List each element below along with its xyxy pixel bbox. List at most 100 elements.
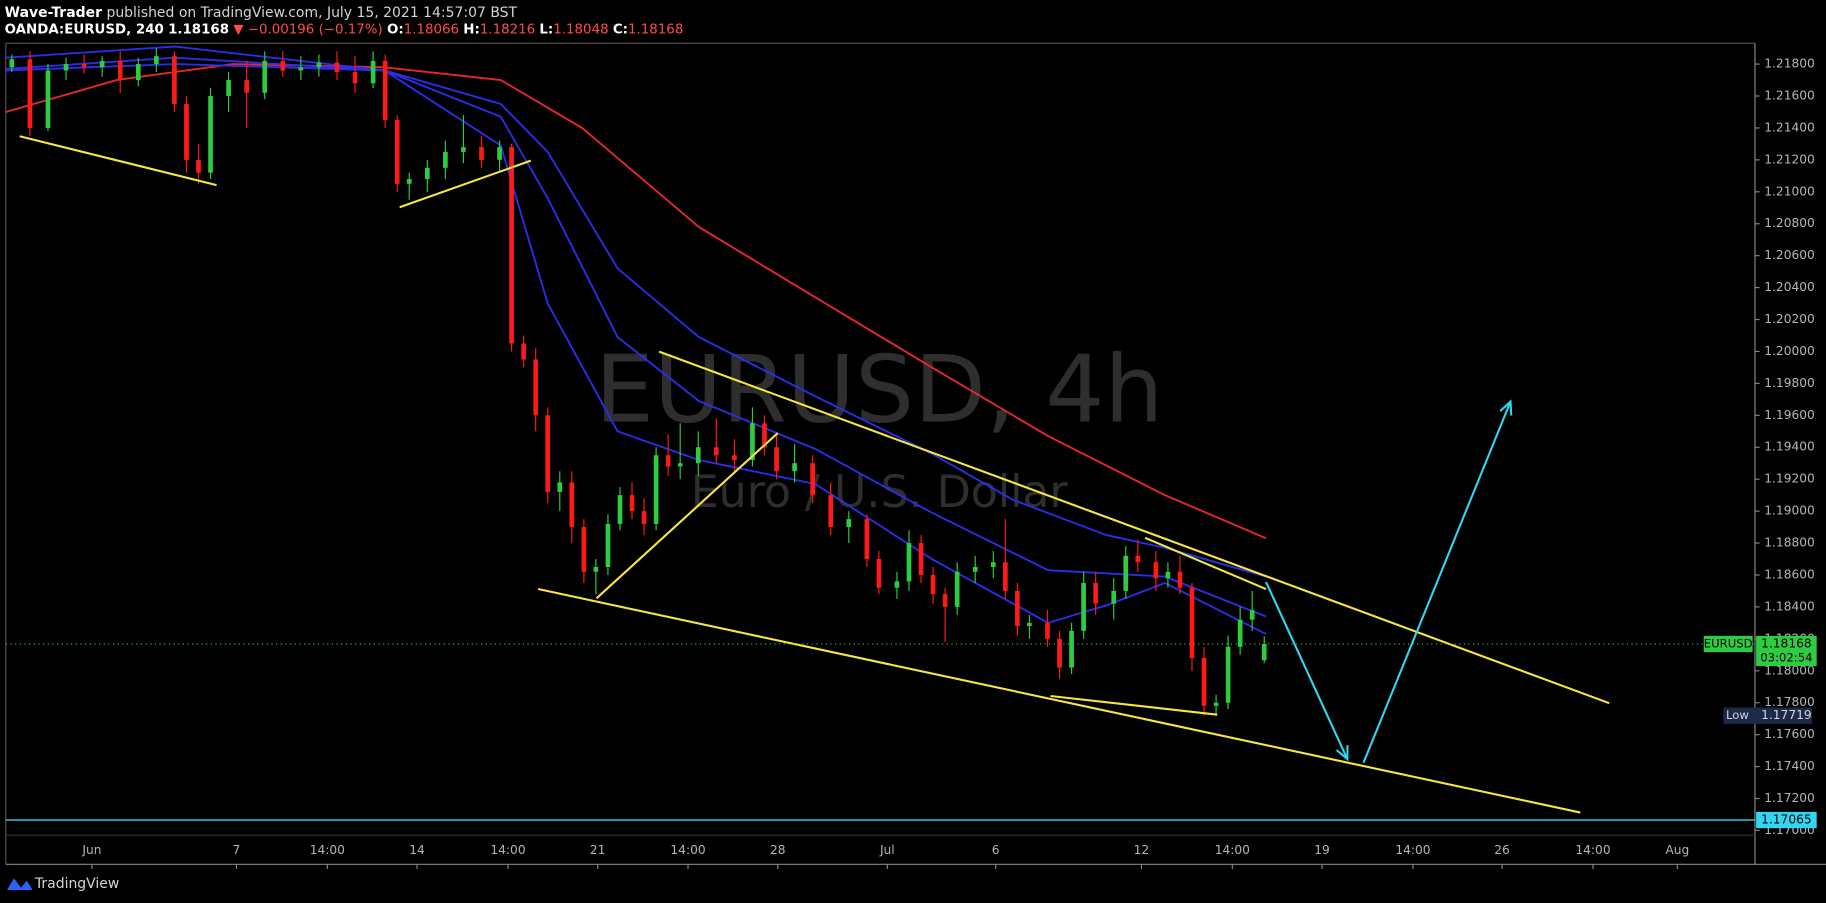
candle-body	[208, 96, 213, 173]
candle-body	[557, 482, 563, 492]
arrow	[1362, 401, 1512, 763]
candle-body	[1123, 555, 1129, 591]
x-tick-label: 12	[1134, 843, 1150, 857]
candle-body	[226, 80, 231, 97]
candle-body	[154, 56, 159, 65]
countdown-label: 03:02:54	[1760, 650, 1812, 664]
x-tick-label: 14:00	[490, 843, 525, 857]
candle-body	[972, 566, 978, 572]
candle-body	[1189, 587, 1195, 658]
y-tick-label: 1.19400	[1764, 440, 1815, 454]
candle-body	[1111, 590, 1117, 604]
ohlc-label: H:	[463, 22, 480, 37]
y-tick-label: 1.20400	[1764, 280, 1815, 294]
candle-body	[954, 571, 960, 607]
y-tick-label: 1.17400	[1764, 759, 1815, 773]
logo-icon	[6, 878, 33, 890]
candle-body	[45, 70, 51, 128]
candle-body	[1069, 630, 1074, 668]
trend-line	[1050, 694, 1218, 716]
candle-body	[750, 423, 755, 461]
candle-body	[1177, 571, 1183, 588]
arrow-head	[1499, 399, 1513, 416]
candle-body	[894, 581, 900, 588]
candle-body	[1261, 643, 1267, 661]
ohlc-value: 1.18216	[480, 22, 535, 37]
candle-body	[930, 574, 936, 595]
candle-body	[262, 60, 268, 93]
candle-body	[370, 60, 376, 84]
y-tick-label: 1.17600	[1764, 727, 1815, 741]
candle-body	[1249, 610, 1255, 620]
candle-body	[1081, 582, 1086, 631]
candle-body	[135, 64, 141, 81]
trend-line	[595, 432, 779, 600]
x-tick-label: Jul	[879, 843, 895, 857]
candle-body	[1057, 638, 1062, 668]
y-tick-label: 1.19200	[1764, 472, 1815, 486]
candle-body	[1225, 646, 1231, 703]
candle-body	[918, 543, 924, 575]
candle-body	[810, 463, 815, 496]
footer-logo[interactable]: TradingView	[6, 876, 119, 892]
x-tick-label: Aug	[1665, 843, 1689, 857]
candle-body	[665, 455, 671, 467]
candle-body	[244, 80, 249, 93]
x-tick-label: 21	[590, 843, 606, 857]
x-tick-label: 14:00	[670, 843, 705, 857]
watermark-title: EURUSD, 4h	[595, 336, 1163, 444]
moving-average	[5, 56, 1267, 618]
candle-body	[117, 60, 123, 81]
candle-body	[1027, 622, 1032, 627]
y-tick-label: 1.18000	[1764, 663, 1815, 677]
candle-body	[184, 103, 189, 160]
x-tick-label: 14:00	[1575, 843, 1610, 857]
ohlc-label: L:	[539, 22, 553, 37]
candle-body	[298, 67, 304, 71]
candles	[9, 48, 1267, 716]
candle-body	[9, 59, 15, 68]
x-tick-label: 28	[770, 843, 786, 857]
candle-body	[196, 159, 201, 173]
candle-body	[792, 463, 797, 472]
footer-brand[interactable]: TradingView	[34, 876, 119, 892]
candle-body	[876, 559, 882, 588]
x-tick-label: 14:00	[310, 843, 345, 857]
candle-body	[695, 447, 701, 464]
y-tick-label: 1.19800	[1764, 376, 1815, 390]
y-tick-label: 1.17800	[1764, 695, 1815, 709]
candle-body	[942, 594, 948, 607]
x-tick-label: 14:00	[1215, 843, 1250, 857]
candle-body	[443, 151, 448, 168]
candle-body	[81, 64, 87, 68]
candle-body	[1093, 582, 1098, 604]
low-label-name: Low	[1726, 708, 1749, 722]
trend-line	[537, 588, 1581, 814]
plot-area	[5, 45, 1610, 814]
trend-line	[658, 350, 1610, 705]
candle-body	[394, 119, 400, 184]
header-line-2: OANDA:EURUSD, 240 1.18168 ▼ −0.00196 (−0…	[5, 22, 684, 37]
candle-body	[479, 147, 484, 160]
hline-label: 1.17065	[1761, 813, 1812, 827]
x-tick-label: 14	[409, 843, 425, 857]
candle-body	[605, 523, 611, 567]
candle-body	[1153, 562, 1159, 579]
y-tick-label: 1.21400	[1764, 120, 1815, 134]
candle-body	[1015, 590, 1020, 627]
candle-body	[1201, 657, 1207, 706]
symbol: OANDA:EURUSD, 240	[5, 22, 164, 37]
candle-body	[1135, 555, 1141, 563]
trend-line	[399, 159, 532, 209]
last-price: 1.18168	[168, 22, 229, 37]
x-tick-label: 19	[1314, 843, 1330, 857]
arrow-head	[1335, 745, 1349, 762]
arrow	[1265, 581, 1349, 760]
x-tick-label: 26	[1494, 843, 1510, 857]
y-tick-label: 1.20800	[1764, 216, 1815, 230]
ohlc-label: O:	[387, 22, 404, 37]
candle-body	[774, 447, 779, 472]
y-tick-label: 1.19600	[1764, 408, 1815, 422]
candle-body	[653, 455, 659, 524]
